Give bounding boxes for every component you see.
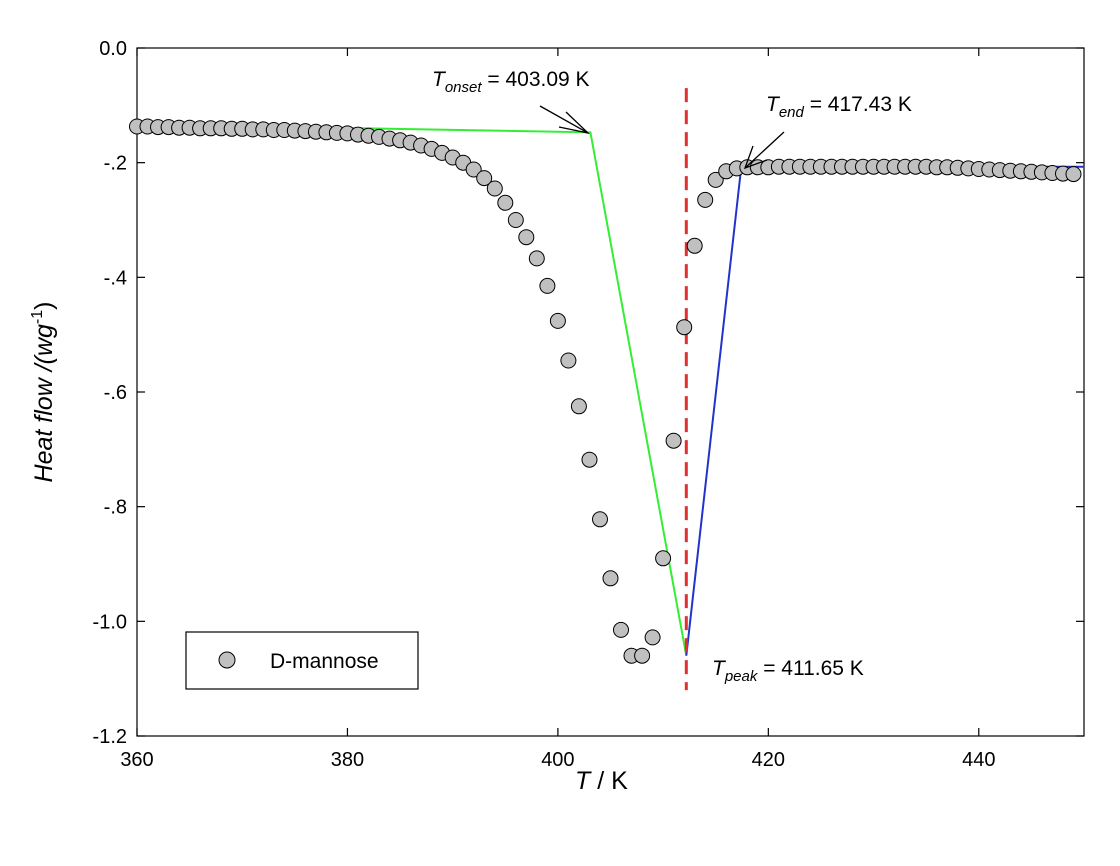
y-tick-label: -.6 bbox=[104, 382, 127, 404]
data-point bbox=[497, 194, 514, 211]
onset-arrowhead bbox=[558, 111, 591, 135]
x-axis-var: T bbox=[575, 767, 592, 795]
data-point bbox=[507, 212, 524, 228]
data-series-d-mannose bbox=[129, 118, 1082, 664]
data-point bbox=[613, 621, 629, 638]
y-tick-label: -1.2 bbox=[93, 726, 127, 748]
x-axis-ticks: 360 380 400 420 440 bbox=[120, 48, 995, 771]
data-point bbox=[655, 550, 672, 567]
data-point bbox=[528, 250, 545, 267]
data-point bbox=[486, 180, 503, 197]
x-tick-label: 440 bbox=[962, 749, 995, 771]
y-tick-label: -.8 bbox=[104, 497, 127, 519]
data-point bbox=[707, 171, 724, 188]
legend: D-mannose bbox=[185, 631, 419, 690]
data-point bbox=[676, 319, 693, 336]
svg-text:Tend = 417.43 K: Tend = 417.43 K bbox=[766, 93, 912, 121]
tangent-lines bbox=[137, 88, 1084, 691]
legend-label: D-mannose bbox=[270, 650, 379, 673]
data-point bbox=[539, 277, 556, 294]
y-tick-label: 0.0 bbox=[99, 38, 127, 60]
y-tick-label: -.2 bbox=[104, 153, 127, 175]
end-arrow bbox=[744, 131, 785, 169]
y-axis-close: ) bbox=[30, 302, 58, 310]
x-axis-unit: / K bbox=[590, 767, 628, 795]
onset-sub: onset bbox=[445, 79, 483, 96]
end-tangent-line bbox=[685, 165, 1084, 656]
y-tick-label: -1.0 bbox=[93, 611, 127, 633]
annotation-end: Tend = 417.43 K bbox=[743, 93, 912, 170]
end-var: T bbox=[766, 93, 781, 116]
svg-text:Tonset = 403.09 K: Tonset = 403.09 K bbox=[432, 68, 590, 96]
peak-sub: peak bbox=[724, 668, 759, 685]
data-point bbox=[644, 629, 661, 646]
data-point bbox=[570, 398, 587, 415]
svg-text:Tpeak = 411.65 K: Tpeak = 411.65 K bbox=[712, 657, 864, 685]
data-point bbox=[686, 237, 703, 254]
x-tick-label: 420 bbox=[752, 749, 785, 771]
peak-var: T bbox=[712, 657, 727, 680]
data-point bbox=[592, 511, 608, 528]
x-axis-title: T / K bbox=[575, 767, 628, 795]
data-point bbox=[581, 451, 598, 468]
y-axis-title: Heat flow /(wg-1) bbox=[29, 302, 58, 483]
data-point bbox=[1065, 166, 1082, 183]
data-point bbox=[634, 647, 651, 664]
data-point bbox=[665, 432, 682, 449]
x-tick-label: 360 bbox=[120, 749, 153, 771]
data-point bbox=[697, 191, 714, 208]
onset-arrow bbox=[539, 105, 589, 134]
data-point bbox=[602, 570, 619, 587]
y-axis-sup: -1 bbox=[29, 310, 46, 324]
y-axis-main: Heat flow /(wg bbox=[30, 324, 58, 482]
annotation-peak: Tpeak = 411.65 K bbox=[712, 657, 864, 685]
data-point bbox=[560, 352, 577, 369]
onset-value: = 403.09 K bbox=[482, 68, 590, 91]
end-value: = 417.43 K bbox=[804, 93, 912, 116]
end-sub: end bbox=[779, 104, 805, 121]
y-tick-label: -.4 bbox=[104, 267, 127, 289]
end-arrowhead bbox=[743, 145, 768, 170]
peak-value: = 411.65 K bbox=[757, 657, 863, 680]
legend-marker bbox=[218, 651, 236, 669]
onset-var: T bbox=[432, 68, 447, 91]
annotation-onset: Tonset = 403.09 K bbox=[432, 68, 591, 135]
x-tick-label: 380 bbox=[331, 749, 364, 771]
data-point bbox=[518, 229, 535, 246]
data-point bbox=[476, 170, 493, 187]
data-point bbox=[465, 161, 482, 178]
x-tick-label: 400 bbox=[541, 749, 574, 771]
data-point bbox=[549, 312, 566, 329]
y-axis-ticks: 0.0 -.2 -.4 -.6 -.8 -1.0 -1.2 bbox=[93, 38, 1084, 748]
